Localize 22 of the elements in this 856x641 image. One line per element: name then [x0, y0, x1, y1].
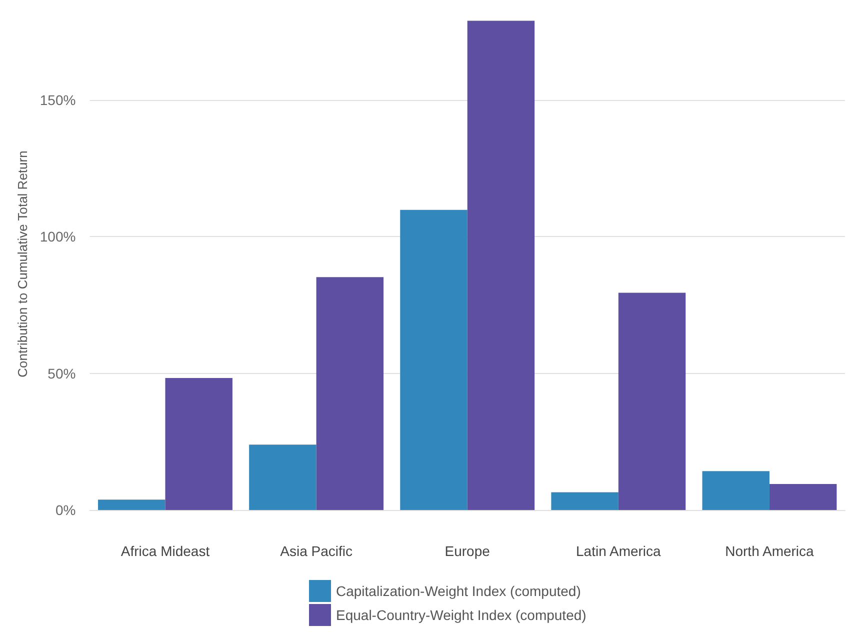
- x-tick-label: Africa Mideast: [120, 543, 210, 559]
- bar: [316, 277, 384, 510]
- y-axis-title: Contribution to Cumulative Total Return: [15, 150, 30, 378]
- y-tick-label: 100%: [40, 228, 76, 245]
- bar: [165, 378, 232, 510]
- bar: [618, 292, 686, 510]
- bar: [551, 492, 618, 510]
- y-tick-label: 150%: [40, 92, 76, 108]
- x-tick-label: Europe: [444, 543, 490, 559]
- bar: [400, 210, 468, 510]
- y-tick-label: 0%: [55, 502, 76, 518]
- bar: [702, 471, 770, 510]
- x-tick-label: North America: [725, 543, 814, 559]
- bar: [98, 500, 166, 510]
- bar: [249, 444, 316, 510]
- x-tick-label: Latin America: [576, 543, 662, 559]
- legend-label: Equal-Country-Weight Index (computed): [336, 607, 586, 623]
- bar: [769, 484, 837, 510]
- bar: [467, 20, 535, 510]
- y-tick-label: 50%: [48, 365, 76, 382]
- legend-label: Capitalization-Weight Index (computed): [336, 583, 581, 599]
- x-tick-label: Asia Pacific: [280, 543, 352, 559]
